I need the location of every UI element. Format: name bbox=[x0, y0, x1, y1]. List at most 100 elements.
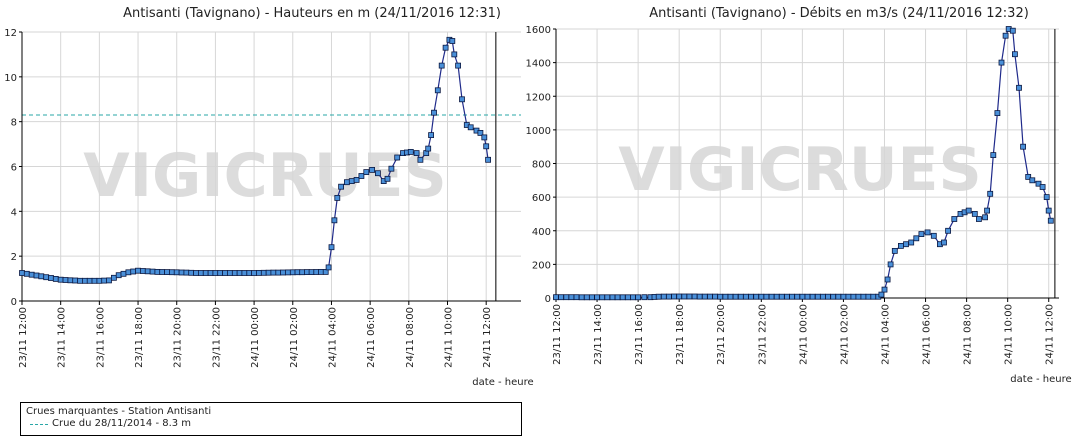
data-point bbox=[173, 269, 180, 276]
x-tick-label: 24/11 06:00 bbox=[922, 304, 933, 365]
data-point bbox=[363, 169, 370, 176]
data-point bbox=[737, 293, 744, 300]
data-point bbox=[814, 293, 821, 300]
data-point bbox=[149, 268, 156, 275]
x-tick-label: 23/11 16:00 bbox=[634, 304, 645, 365]
data-point bbox=[891, 247, 898, 254]
x-tick-label: 23/11 14:00 bbox=[593, 304, 604, 365]
data-point bbox=[630, 294, 636, 301]
data-point bbox=[1002, 32, 1009, 39]
data-point bbox=[106, 277, 112, 284]
chart-title: Antisanti (Tavignano) - Débits en m3/s (… bbox=[649, 6, 1029, 21]
data-point bbox=[154, 268, 161, 275]
data-point bbox=[236, 270, 243, 276]
data-point bbox=[455, 62, 462, 69]
data-point bbox=[712, 293, 718, 300]
x-tick-label: 24/11 10:00 bbox=[1004, 304, 1015, 365]
data-point bbox=[38, 273, 45, 280]
data-point bbox=[984, 207, 990, 214]
data-point bbox=[231, 270, 238, 276]
data-point bbox=[924, 229, 931, 236]
data-point bbox=[308, 269, 315, 276]
data-point bbox=[77, 277, 83, 284]
data-point bbox=[686, 293, 693, 300]
data-point bbox=[878, 291, 885, 298]
y-tick-label: 10 bbox=[4, 73, 17, 84]
data-point bbox=[425, 145, 432, 152]
data-point bbox=[159, 269, 166, 275]
data-point bbox=[945, 227, 951, 234]
data-point bbox=[583, 294, 590, 301]
data-point bbox=[971, 210, 978, 217]
data-point bbox=[303, 269, 310, 276]
data-point bbox=[614, 294, 621, 301]
data-point bbox=[965, 207, 972, 214]
y-tick-label: 200 bbox=[532, 260, 551, 271]
legend-entry: Crue du 28/11/2014 - 8.3 m bbox=[26, 418, 516, 430]
data-point bbox=[188, 269, 195, 276]
data-point bbox=[467, 124, 474, 131]
x-tick-label: 23/11 12:00 bbox=[18, 307, 29, 368]
y-tick-label: 800 bbox=[532, 160, 551, 171]
data-point bbox=[918, 231, 925, 238]
data-point bbox=[164, 269, 171, 276]
data-point bbox=[578, 294, 585, 301]
data-point bbox=[568, 294, 575, 301]
data-point bbox=[681, 293, 688, 300]
data-point bbox=[318, 268, 324, 275]
legend-entry-label: Crue du 28/11/2014 - 8.3 m bbox=[52, 418, 192, 429]
data-point bbox=[666, 293, 672, 300]
data-point bbox=[212, 270, 219, 276]
x-tick-label: 24/11 08:00 bbox=[963, 304, 974, 365]
x-tick-label: 23/11 20:00 bbox=[716, 304, 727, 365]
data-point bbox=[887, 261, 894, 268]
data-point bbox=[903, 241, 909, 248]
y-tick-label: 1400 bbox=[526, 59, 551, 70]
data-point bbox=[594, 294, 600, 301]
data-point bbox=[348, 178, 355, 185]
data-point bbox=[641, 294, 648, 301]
data-point bbox=[23, 270, 30, 277]
data-point bbox=[417, 156, 424, 163]
data-point bbox=[111, 274, 117, 281]
chart-title: Antisanti (Tavignano) - Hauteurs en m (2… bbox=[123, 6, 501, 21]
data-point bbox=[599, 294, 606, 301]
data-point bbox=[481, 134, 488, 141]
data-point bbox=[331, 217, 338, 224]
data-point bbox=[701, 293, 708, 300]
data-point bbox=[459, 96, 465, 103]
data-point bbox=[413, 150, 420, 157]
data-point bbox=[442, 44, 449, 51]
data-point bbox=[384, 175, 391, 182]
dashed-line-icon bbox=[30, 423, 48, 425]
x-axis-label: date - heure bbox=[472, 377, 533, 388]
data-point bbox=[19, 270, 25, 276]
x-tick-label: 24/11 02:00 bbox=[839, 304, 850, 365]
data-point bbox=[183, 269, 190, 276]
data-point bbox=[1012, 51, 1018, 58]
data-point bbox=[987, 190, 994, 197]
data-point bbox=[778, 293, 785, 300]
legend-title: Crues marquantes - Station Antisanti bbox=[26, 406, 212, 417]
data-point bbox=[57, 276, 64, 283]
data-point bbox=[246, 270, 253, 276]
data-point bbox=[48, 275, 54, 281]
data-point bbox=[809, 293, 816, 300]
data-point bbox=[799, 293, 806, 300]
data-point bbox=[1043, 194, 1050, 201]
data-point bbox=[217, 270, 224, 276]
y-tick-label: 6 bbox=[11, 163, 17, 174]
data-point bbox=[789, 293, 795, 300]
data-point bbox=[951, 216, 958, 222]
data-point bbox=[908, 239, 915, 246]
data-point bbox=[82, 277, 88, 284]
x-tick-label: 24/11 10:00 bbox=[444, 307, 455, 368]
x-tick-label: 24/11 00:00 bbox=[250, 307, 261, 368]
data-point bbox=[913, 235, 920, 242]
data-point bbox=[275, 269, 282, 276]
data-point bbox=[431, 109, 437, 116]
data-point bbox=[62, 277, 69, 283]
data-point bbox=[226, 270, 233, 276]
data-point bbox=[804, 293, 811, 300]
